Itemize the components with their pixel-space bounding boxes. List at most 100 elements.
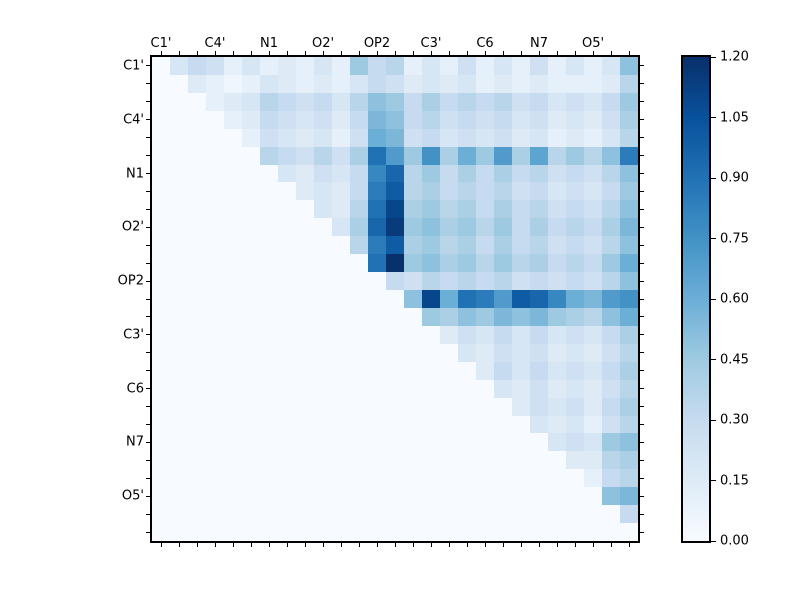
heatmap-cell	[530, 57, 548, 75]
colorbar-tick-label: 0.75	[720, 231, 749, 246]
heatmap-cell	[422, 505, 440, 524]
heatmap-cell	[224, 361, 242, 380]
heatmap-cell	[404, 182, 422, 201]
heatmap-cell	[260, 92, 278, 111]
tick-mark	[640, 423, 644, 425]
heatmap-cell	[242, 146, 260, 165]
heatmap-cell	[512, 110, 530, 129]
heatmap-cell	[476, 254, 494, 273]
heatmap-cell	[260, 290, 278, 308]
heatmap-cell	[584, 343, 602, 362]
heatmap-cell	[440, 505, 458, 524]
y-axis-label: C6	[126, 381, 144, 397]
heatmap-cell	[584, 523, 602, 541]
heatmap-cell	[476, 415, 494, 434]
heatmap-cell	[314, 469, 332, 488]
heatmap-cell	[188, 487, 206, 506]
heatmap-cell	[386, 92, 404, 111]
heatmap-cell	[278, 433, 296, 452]
heatmap-cell	[584, 451, 602, 470]
heatmap-cell	[368, 57, 386, 75]
heatmap-cell	[458, 343, 476, 362]
heatmap-cell	[566, 397, 584, 416]
heatmap-cell	[314, 272, 332, 291]
heatmap-cell	[620, 451, 638, 470]
heatmap-cell	[458, 92, 476, 111]
heatmap-cell	[512, 254, 530, 273]
heatmap-cell	[260, 469, 278, 488]
heatmap-cell	[224, 236, 242, 255]
heatmap-cell	[530, 110, 548, 129]
heatmap-cell	[548, 164, 566, 183]
heatmap-cell	[332, 74, 350, 93]
heatmap-cell	[368, 110, 386, 129]
heatmap-cell	[350, 523, 368, 541]
heatmap-cell	[494, 415, 512, 434]
heatmap-cell	[512, 505, 530, 524]
heatmap-cell	[512, 74, 530, 93]
heatmap-cell	[548, 325, 566, 344]
tick-mark	[640, 513, 644, 515]
heatmap-cell	[494, 505, 512, 524]
heatmap-cell	[224, 290, 242, 308]
heatmap-cell	[260, 379, 278, 398]
x-axis-label: O2'	[311, 36, 335, 51]
heatmap-cell	[170, 74, 188, 93]
heatmap-cell	[476, 523, 494, 541]
tick-mark	[484, 543, 486, 547]
heatmap-cell	[422, 487, 440, 506]
heatmap-cell	[566, 523, 584, 541]
heatmap-cell	[602, 128, 620, 147]
tick-mark	[430, 51, 432, 55]
tick-mark	[146, 137, 150, 139]
heatmap-cell	[260, 57, 278, 75]
heatmap-cell	[296, 523, 314, 541]
heatmap-cell	[422, 343, 440, 362]
heatmap-cell	[296, 325, 314, 344]
heatmap-cell	[566, 57, 584, 75]
tick-mark	[640, 352, 644, 354]
heatmap-cell	[368, 128, 386, 147]
heatmap-cell	[368, 379, 386, 398]
heatmap-cell	[602, 397, 620, 416]
heatmap-cell	[530, 164, 548, 183]
tick-mark	[640, 155, 644, 157]
y-axis-label: OP2	[117, 273, 144, 289]
heatmap-cell	[260, 325, 278, 344]
heatmap-cell	[386, 128, 404, 147]
heatmap-cell	[404, 74, 422, 93]
heatmap-cell	[332, 254, 350, 273]
heatmap-cell	[566, 236, 584, 255]
heatmap-cell	[170, 307, 188, 326]
heatmap-cell	[548, 343, 566, 362]
heatmap-cell	[602, 523, 620, 541]
heatmap-cell	[332, 487, 350, 506]
heatmap-cell	[278, 57, 296, 75]
heatmap-cell	[620, 523, 638, 541]
heatmap-cell	[314, 343, 332, 362]
heatmap-cell	[350, 433, 368, 452]
tick-mark	[146, 83, 150, 85]
tick-mark	[394, 543, 396, 547]
heatmap-cell	[548, 182, 566, 201]
colorbar-tick-label: 0.60	[720, 291, 749, 307]
heatmap-cell	[188, 164, 206, 183]
heatmap-cell	[566, 146, 584, 165]
heatmap-cell	[368, 505, 386, 524]
heatmap-cell	[422, 469, 440, 488]
heatmap-cell	[368, 523, 386, 541]
tick-mark	[640, 119, 644, 121]
heatmap-cell	[296, 236, 314, 255]
heatmap-cell	[242, 272, 260, 291]
heatmap-cell	[188, 236, 206, 255]
heatmap-cell	[278, 74, 296, 93]
heatmap-cell	[476, 164, 494, 183]
heatmap-cell	[404, 128, 422, 147]
heatmap-cell	[152, 182, 170, 201]
heatmap-cell	[332, 505, 350, 524]
heatmap-cell	[602, 343, 620, 362]
heatmap-cell	[314, 218, 332, 237]
heatmap-cell	[548, 415, 566, 434]
heatmap-cell	[152, 164, 170, 183]
tick-mark	[640, 298, 644, 300]
